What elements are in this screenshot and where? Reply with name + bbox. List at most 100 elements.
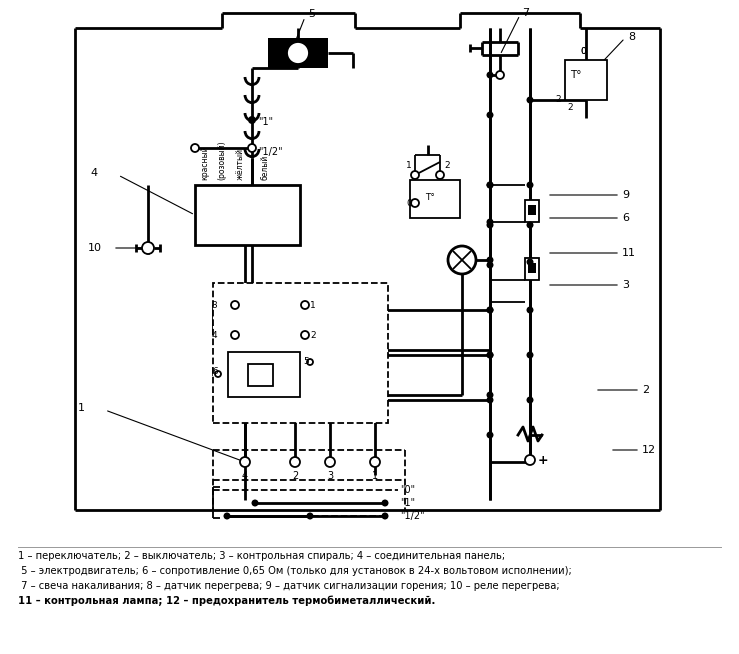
Text: |6: |6	[211, 368, 219, 377]
Circle shape	[525, 455, 535, 465]
Text: 0: 0	[580, 48, 586, 56]
Text: 0: 0	[580, 48, 586, 56]
Circle shape	[526, 258, 534, 266]
Text: 1: 1	[372, 471, 378, 481]
Circle shape	[231, 331, 239, 339]
Circle shape	[287, 42, 309, 64]
Circle shape	[486, 222, 494, 228]
Circle shape	[526, 307, 534, 313]
Circle shape	[240, 457, 250, 467]
Circle shape	[486, 182, 494, 188]
Text: 2: 2	[444, 160, 449, 169]
Text: 3: 3	[211, 300, 217, 309]
Circle shape	[307, 513, 313, 519]
Circle shape	[486, 71, 494, 78]
Text: (розовый): (розовый)	[217, 141, 226, 180]
Text: 2: 2	[642, 385, 649, 395]
Circle shape	[370, 457, 380, 467]
Circle shape	[231, 301, 239, 309]
Text: 10: 10	[88, 243, 102, 253]
Circle shape	[191, 144, 199, 152]
Bar	[525, 200, 539, 222]
Text: 2: 2	[292, 471, 298, 481]
Circle shape	[448, 246, 476, 274]
Text: "1": "1"	[400, 498, 415, 508]
Circle shape	[251, 500, 259, 506]
Circle shape	[526, 222, 534, 228]
Text: 4: 4	[211, 330, 217, 339]
Text: жёлтый: жёлтый	[236, 148, 245, 180]
Circle shape	[486, 432, 494, 438]
Text: 1: 1	[310, 300, 316, 309]
Circle shape	[325, 457, 335, 467]
Bar	[528, 263, 536, 273]
Text: 12: 12	[642, 445, 656, 455]
Text: 5: 5	[303, 358, 309, 366]
Circle shape	[248, 144, 256, 152]
Bar	[525, 258, 539, 280]
Circle shape	[301, 331, 309, 339]
Circle shape	[486, 307, 494, 313]
Bar	[410, 180, 460, 218]
Circle shape	[486, 307, 494, 313]
Text: 3: 3	[622, 280, 629, 290]
Text: 2: 2	[567, 103, 573, 112]
Text: 0: 0	[406, 199, 412, 207]
Text: 11 – контрольная лампа; 12 – предохранитель термобиметаллический.: 11 – контрольная лампа; 12 – предохранит…	[18, 596, 435, 606]
Text: белый: белый	[261, 155, 270, 180]
Circle shape	[496, 71, 504, 79]
Circle shape	[215, 371, 221, 377]
Circle shape	[526, 396, 534, 404]
Circle shape	[486, 396, 494, 404]
Circle shape	[486, 262, 494, 269]
Text: 1 – переключатель; 2 – выключатель; 3 – контрольная спираль; 4 – соединительная : 1 – переключатель; 2 – выключатель; 3 – …	[18, 551, 505, 561]
Circle shape	[436, 171, 444, 179]
Text: 1: 1	[406, 160, 412, 169]
Text: 3: 3	[327, 471, 333, 481]
Circle shape	[290, 457, 300, 467]
Text: 4: 4	[242, 471, 248, 481]
Bar	[228, 352, 300, 397]
Bar	[248, 364, 273, 386]
Circle shape	[486, 218, 494, 226]
Text: 2: 2	[555, 95, 561, 105]
Text: 6: 6	[622, 213, 629, 223]
Text: "0": "0"	[400, 485, 415, 495]
Text: 5: 5	[308, 9, 315, 19]
Text: 9: 9	[622, 190, 629, 200]
Circle shape	[223, 513, 231, 519]
Text: 7: 7	[522, 8, 529, 18]
Bar	[213, 283, 388, 423]
Circle shape	[142, 242, 154, 254]
Text: "1": "1"	[258, 117, 273, 127]
Circle shape	[381, 500, 389, 506]
Circle shape	[526, 351, 534, 358]
Text: 11: 11	[622, 248, 636, 258]
Circle shape	[248, 116, 256, 124]
Text: красный: красный	[200, 145, 209, 180]
Circle shape	[411, 171, 419, 179]
Circle shape	[486, 351, 494, 358]
Circle shape	[486, 182, 494, 188]
Circle shape	[486, 392, 494, 398]
Bar	[195, 185, 300, 245]
Circle shape	[411, 199, 419, 207]
Circle shape	[486, 256, 494, 264]
Text: 5 – электродвигатель; 6 – сопротивление 0,65 Ом (только для установок в 24-х вол: 5 – электродвигатель; 6 – сопротивление …	[18, 566, 572, 576]
Text: "1/2": "1/2"	[400, 511, 425, 521]
Circle shape	[486, 351, 494, 358]
Bar	[528, 205, 536, 215]
Text: 4: 4	[90, 168, 97, 178]
Circle shape	[486, 111, 494, 118]
Text: 1: 1	[78, 403, 85, 413]
Circle shape	[381, 513, 389, 519]
Text: 7 – свеча накаливания; 8 – датчик перегрева; 9 – датчик сигнализации горения; 10: 7 – свеча накаливания; 8 – датчик перегр…	[18, 581, 559, 591]
Circle shape	[526, 182, 534, 188]
Text: "1/2": "1/2"	[258, 147, 282, 157]
Circle shape	[307, 359, 313, 365]
Bar	[268, 38, 328, 68]
Bar	[565, 60, 607, 100]
Text: T°: T°	[570, 70, 582, 80]
Text: +: +	[538, 453, 548, 466]
Text: T°: T°	[425, 192, 435, 201]
